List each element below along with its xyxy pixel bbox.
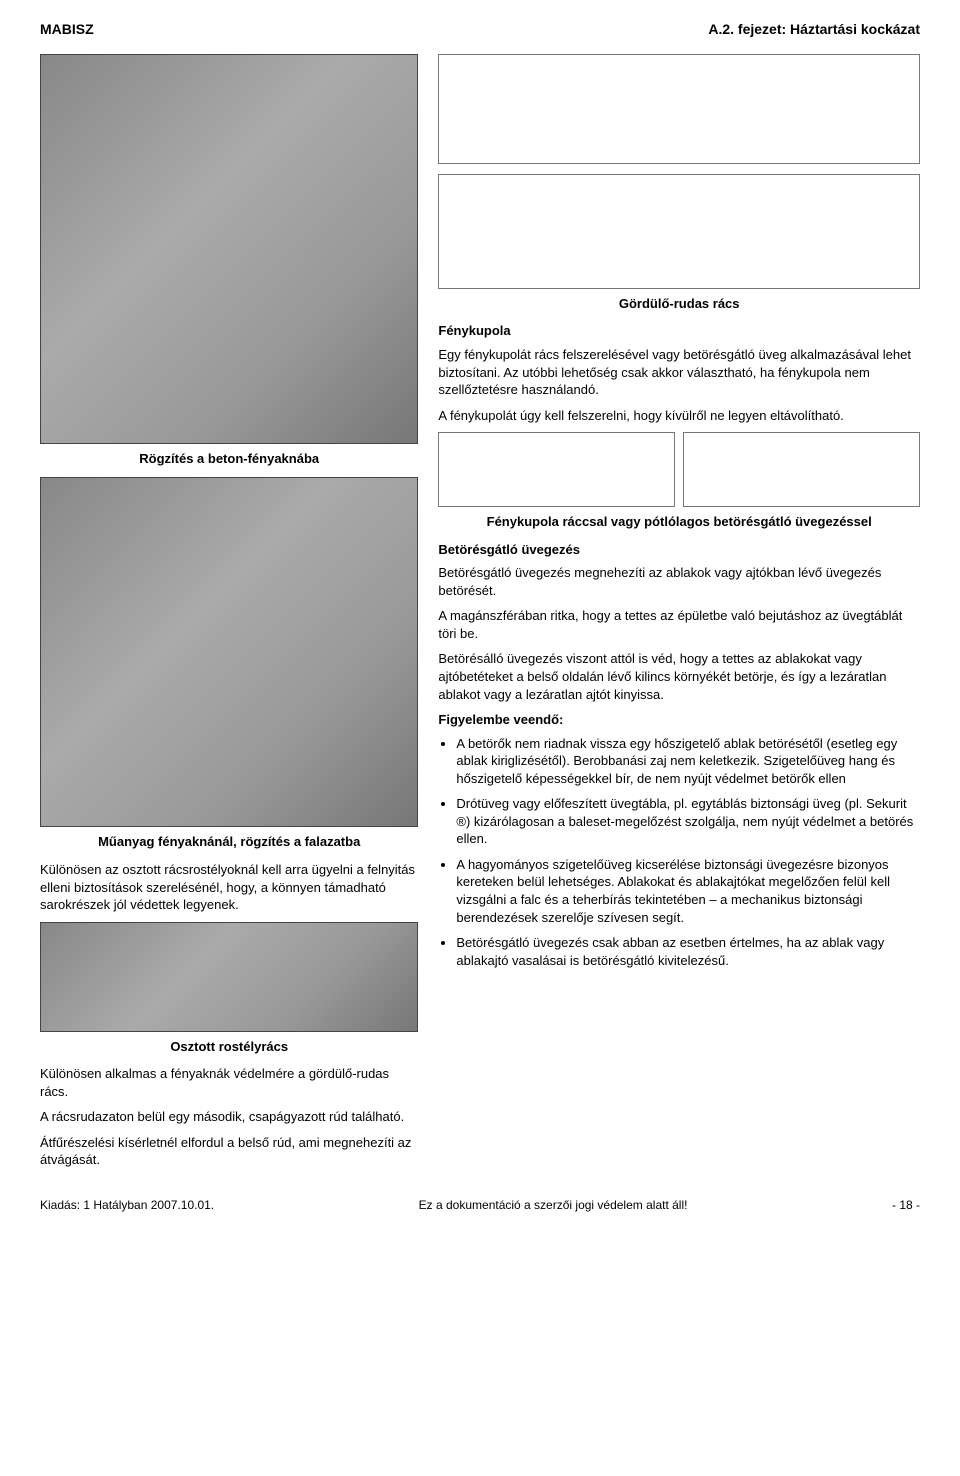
- para-second-rod: A rácsrudazaton belül egy második, csapá…: [40, 1108, 418, 1126]
- footer-center: Ez a dokumentáció a szerzői jogi védelem…: [419, 1197, 688, 1213]
- image-concrete-lightwell: [40, 54, 418, 444]
- footer-right: - 18 -: [892, 1197, 920, 1213]
- caption-plastic-lightwell: Műanyag fényaknánál, rögzítés a falazatb…: [40, 833, 418, 851]
- para-glazing-2: A magánszférában ritka, hogy a tettes az…: [438, 607, 920, 642]
- para-skylight-2: A fénykupolát úgy kell felszerelni, hogy…: [438, 407, 920, 425]
- diagram-skylight-glazing: [683, 432, 920, 507]
- title-note: Figyelembe veendő:: [438, 711, 920, 729]
- title-skylight: Fénykupola: [438, 322, 920, 340]
- note-item-3: A hagyományos szigetelőüveg kicserélése …: [456, 856, 920, 926]
- diagram-rolling-bar-grate-top: [438, 54, 920, 164]
- caption-concrete-lightwell: Rögzítés a beton-fényaknába: [40, 450, 418, 468]
- diagram-skylight-grate: [438, 432, 675, 507]
- diagram-rolling-bar-grate-side: [438, 174, 920, 289]
- para-glazing-1: Betörésgátló üvegezés megnehezíti az abl…: [438, 564, 920, 599]
- note-item-2: Drótüveg vagy előfeszített üvegtábla, pl…: [456, 795, 920, 848]
- image-split-grate: [40, 922, 418, 1032]
- caption-split-grate: Osztott rostélyrács: [40, 1038, 418, 1056]
- footer-left: Kiadás: 1 Hatályban 2007.10.01.: [40, 1197, 214, 1213]
- title-burglar-glazing: Betörésgátló üvegezés: [438, 541, 920, 559]
- para-glazing-3: Betörésálló üvegezés viszont attól is vé…: [438, 650, 920, 703]
- caption-rolling-bar-grate: Gördülő-rudas rács: [438, 295, 920, 313]
- note-list: A betörők nem riadnak vissza egy hőszige…: [438, 735, 920, 970]
- para-saw-attempt: Átfűrészelési kísérletnél elfordul a bel…: [40, 1134, 418, 1169]
- para-split-grate-note: Különösen az osztott rácsrostélyoknál ke…: [40, 861, 418, 914]
- para-skylight-1: Egy fénykupolát rács felszerelésével vag…: [438, 346, 920, 399]
- image-plastic-lightwell: [40, 477, 418, 827]
- note-item-1: A betörők nem riadnak vissza egy hőszige…: [456, 735, 920, 788]
- header-right: A.2. fejezet: Háztartási kockázat: [708, 20, 920, 39]
- para-rolling-bar-suited: Különösen alkalmas a fényaknák védelmére…: [40, 1065, 418, 1100]
- note-item-4: Betörésgátló üvegezés csak abban az eset…: [456, 934, 920, 969]
- header-left: MABISZ: [40, 20, 94, 39]
- caption-skylight-options: Fénykupola ráccsal vagy pótlólagos betör…: [438, 513, 920, 531]
